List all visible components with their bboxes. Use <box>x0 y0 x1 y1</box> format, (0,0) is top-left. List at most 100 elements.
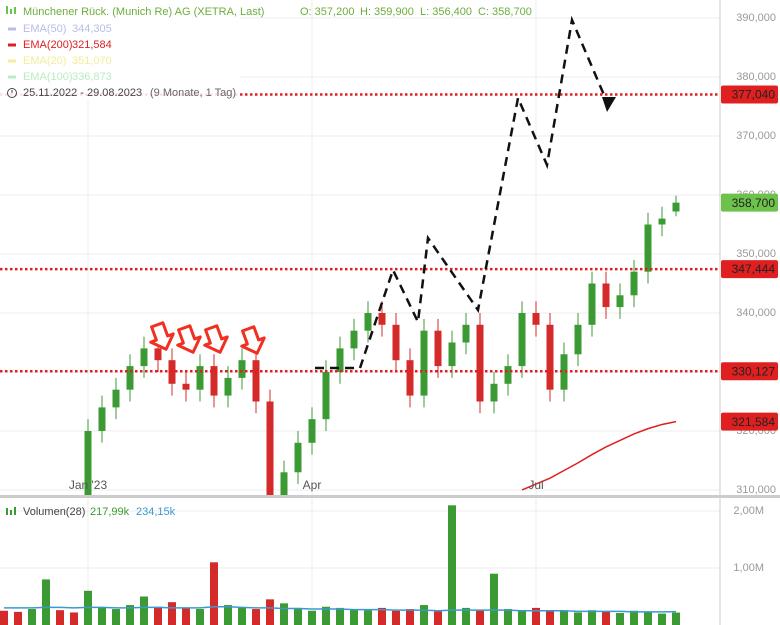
price-label-box <box>721 85 778 104</box>
volume-title: Volumen(28) <box>23 506 85 518</box>
volume-bar <box>238 607 246 625</box>
arrow <box>240 325 266 355</box>
price-label: 347,444 <box>732 262 776 276</box>
legend-swatch <box>8 75 16 79</box>
volume-bar <box>672 612 680 625</box>
volume-bar <box>630 610 638 625</box>
candle-body <box>182 383 190 390</box>
volume-label: 217,99k <box>90 506 130 518</box>
volume-bar <box>98 607 106 625</box>
candle-body <box>616 295 624 308</box>
volume-bar <box>420 605 428 625</box>
volume-bar <box>28 609 36 625</box>
ohlc-label: O: 357,200 <box>300 6 354 18</box>
icon <box>10 9 12 14</box>
candle-body <box>196 366 204 390</box>
volume-bar <box>392 610 400 625</box>
volume-bar <box>378 607 386 625</box>
price-panel <box>0 93 720 495</box>
price-label: 330,127 <box>732 364 776 378</box>
candle-body <box>238 360 246 378</box>
volume-bar <box>70 612 78 625</box>
candle-body <box>350 330 358 349</box>
x-tick-label: Jul <box>528 478 543 492</box>
volume-bar <box>504 609 512 625</box>
candle-body <box>504 366 512 384</box>
clock-icon <box>7 88 17 98</box>
volume-tick-label: 1,00M <box>733 562 764 574</box>
candle-body <box>420 330 428 396</box>
candle-body <box>280 472 288 495</box>
icon <box>6 6 8 14</box>
candle-body <box>294 442 302 473</box>
candle-body <box>434 330 442 367</box>
volume-bar <box>14 611 22 625</box>
y-tick-label: 370,000 <box>736 130 776 142</box>
candle-body <box>252 360 260 402</box>
y-tick-label: 380,000 <box>736 71 776 83</box>
icon <box>6 508 8 515</box>
volume-bar <box>182 607 190 625</box>
volume-bar <box>602 611 610 625</box>
volume-bar <box>224 605 232 625</box>
projection-path <box>315 15 609 370</box>
candle-body <box>476 324 484 402</box>
volume-bar <box>56 610 64 625</box>
candle-body <box>588 283 596 325</box>
candle-body <box>126 366 134 390</box>
header: Münchener Rück. (Munich Re) AG (XETRA, L… <box>0 0 532 518</box>
volume-bar <box>196 609 204 625</box>
x-tick-label: Apr <box>303 478 322 492</box>
candle-body <box>224 377 232 396</box>
volume-bar <box>210 562 218 625</box>
icon <box>14 7 16 14</box>
candle-body <box>406 360 414 396</box>
price-label: 321,584 <box>732 415 776 429</box>
candle-body <box>154 348 162 361</box>
legend-value: 344,305 <box>72 23 112 35</box>
candle-body <box>308 419 316 443</box>
arrow <box>149 321 175 351</box>
candle-body <box>546 324 554 390</box>
line-series <box>4 606 677 613</box>
volume-bar <box>490 573 498 625</box>
line-series <box>521 420 677 491</box>
volume-bar <box>126 605 134 625</box>
header-bg <box>0 0 240 100</box>
icon <box>10 510 12 515</box>
y-tick-label: 390,000 <box>736 12 776 24</box>
volume-bar <box>364 610 372 625</box>
volume-bar <box>462 607 470 625</box>
ohlc-label: L: 356,400 <box>420 6 472 18</box>
volume-avg-label: 234,15k <box>136 506 176 518</box>
period: (9 Monate, 1 Tag) <box>150 87 236 99</box>
ohlc-label: H: 359,900 <box>360 6 414 18</box>
volume-tick-label: 2,00M <box>733 505 764 517</box>
legend-value: 351,070 <box>72 55 112 67</box>
legend-name: EMA(100) <box>23 71 73 83</box>
candle-body <box>644 224 652 272</box>
price-label-box <box>721 362 778 381</box>
volume-bar <box>168 602 176 625</box>
chart-title: Münchener Rück. (Munich Re) AG (XETRA, L… <box>23 6 264 18</box>
candle-body <box>112 389 120 408</box>
legend-name: EMA(200) <box>23 39 73 51</box>
ohlc-label: C: 358,700 <box>478 6 532 18</box>
candle-body <box>448 342 456 367</box>
volume-bar <box>616 613 624 625</box>
volume-bar <box>546 610 554 625</box>
volume-bar <box>280 603 288 625</box>
volume-bar <box>350 609 358 625</box>
candle-body <box>518 312 526 367</box>
candle-body <box>140 348 148 367</box>
price-label-box <box>721 193 778 212</box>
volume-bar <box>434 611 442 625</box>
candle-body <box>392 324 400 361</box>
candle-body <box>602 283 610 308</box>
y-tick-label: 350,000 <box>736 248 776 260</box>
overlays: 310,000320,000330,000340,000350,000360,0… <box>69 12 778 574</box>
volume-bar <box>588 610 596 625</box>
volume-bar <box>644 612 652 625</box>
candle-body <box>658 218 666 225</box>
